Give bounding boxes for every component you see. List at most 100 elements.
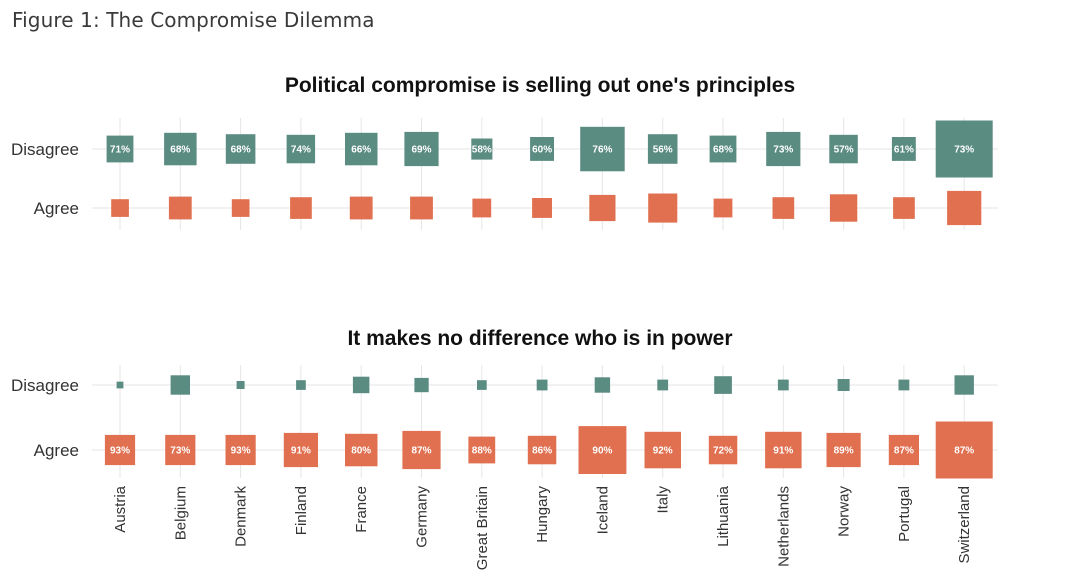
category-label-great-britain: Great Britain: [474, 486, 491, 570]
disagree-marker-italy: [657, 379, 669, 391]
value-label-france: 80%: [351, 446, 371, 457]
value-label-switzerland: 73%: [954, 145, 974, 156]
agree-marker-belgium: [168, 196, 192, 220]
value-label-italy: 56%: [653, 145, 673, 156]
agree-marker-switzerland: [947, 190, 982, 226]
value-label-lithuania: 68%: [713, 145, 733, 156]
category-label-netherlands: Netherlands: [775, 486, 792, 567]
value-label-netherlands: 91%: [773, 446, 793, 457]
disagree-marker-portugal: [891, 137, 916, 161]
agree-marker-italy: [648, 193, 678, 223]
value-label-italy: 92%: [653, 446, 673, 457]
disagree-marker-finland: [286, 134, 316, 164]
category-label-germany: Germany: [414, 486, 431, 548]
disagree-marker-belgium: [170, 375, 190, 395]
value-label-great-britain: 88%: [472, 446, 492, 457]
agree-marker-belgium: [165, 434, 196, 466]
agree-marker-france: [349, 196, 373, 220]
disagree-marker-france: [345, 132, 378, 166]
value-label-norway: 89%: [834, 446, 854, 457]
agree-marker-france: [345, 433, 378, 467]
value-label-france: 66%: [351, 145, 371, 156]
category-label-italy: Italy: [655, 486, 672, 514]
agree-marker-finland: [283, 432, 318, 468]
disagree-marker-belgium: [164, 132, 197, 166]
disagree-marker-netherlands: [766, 131, 801, 167]
agree-marker-iceland: [589, 194, 616, 222]
value-label-denmark: 68%: [231, 145, 251, 156]
disagree-marker-netherlands: [777, 379, 789, 391]
value-label-netherlands: 73%: [773, 145, 793, 156]
disagree-marker-denmark: [236, 381, 245, 389]
agree-marker-switzerland: [935, 421, 993, 479]
agree-marker-austria: [111, 199, 129, 217]
value-label-iceland: 76%: [592, 145, 612, 156]
disagree-marker-iceland: [594, 377, 611, 393]
category-label-switzerland: Switzerland: [956, 486, 973, 564]
category-label-france: France: [353, 486, 370, 533]
row-label-agree: Agree: [34, 441, 79, 460]
agree-marker-netherlands: [772, 197, 795, 219]
disagree-marker-portugal: [898, 379, 910, 391]
value-label-hungary: 86%: [532, 446, 552, 457]
agree-marker-germany: [410, 196, 433, 220]
panel-title: It makes no difference who is in power: [347, 327, 732, 350]
value-label-great-britain: 58%: [472, 145, 492, 156]
disagree-marker-norway: [829, 134, 858, 164]
category-label-hungary: Hungary: [534, 486, 551, 543]
value-label-lithuania: 72%: [713, 446, 733, 457]
disagree-marker-norway: [837, 379, 850, 391]
row-label-agree: Agree: [34, 199, 79, 218]
value-label-austria: 71%: [110, 145, 130, 156]
agree-marker-italy: [644, 431, 681, 469]
category-label-austria: Austria: [112, 485, 129, 532]
agree-marker-germany: [402, 430, 441, 470]
value-label-iceland: 90%: [592, 446, 612, 457]
agree-marker-austria: [104, 434, 136, 466]
value-label-finland: 74%: [291, 145, 311, 156]
value-label-germany: 69%: [411, 145, 431, 156]
category-label-norway: Norway: [836, 486, 853, 537]
value-label-austria: 93%: [110, 446, 130, 457]
agree-marker-lithuania: [713, 198, 733, 218]
agree-marker-portugal: [888, 434, 919, 466]
value-label-switzerland: 87%: [954, 446, 974, 457]
agree-marker-netherlands: [765, 431, 802, 469]
row-label-disagree: Disagree: [11, 140, 79, 159]
agree-marker-norway: [826, 432, 861, 468]
disagree-marker-switzerland: [935, 120, 993, 178]
value-label-portugal: 61%: [894, 145, 914, 156]
agree-marker-finland: [290, 197, 312, 219]
value-label-denmark: 93%: [231, 446, 251, 457]
disagree-marker-austria: [116, 381, 124, 389]
figure-title: Figure 1: The Compromise Dilemma: [12, 8, 375, 32]
category-label-iceland: Iceland: [594, 486, 611, 534]
panel-title: Political compromise is selling out one'…: [285, 74, 795, 97]
category-label-denmark: Denmark: [233, 486, 250, 547]
value-label-hungary: 60%: [532, 145, 552, 156]
disagree-marker-austria: [106, 135, 134, 163]
disagree-marker-italy: [647, 134, 678, 164]
agree-marker-portugal: [893, 197, 915, 219]
agree-marker-great-britain: [472, 198, 492, 218]
agree-marker-hungary: [532, 198, 552, 218]
agree-marker-lithuania: [708, 435, 738, 465]
category-label-belgium: Belgium: [172, 486, 189, 540]
disagree-marker-hungary: [530, 137, 554, 161]
agree-marker-great-britain: [468, 436, 496, 464]
agree-marker-norway: [829, 194, 858, 222]
value-label-finland: 91%: [291, 446, 311, 457]
disagree-marker-lithuania: [714, 376, 732, 394]
value-label-portugal: 87%: [894, 446, 914, 457]
disagree-marker-hungary: [536, 379, 548, 391]
disagree-marker-great-britain: [477, 380, 487, 390]
disagree-marker-france: [352, 376, 370, 394]
category-label-finland: Finland: [293, 486, 310, 535]
agree-marker-denmark: [225, 434, 256, 466]
disagree-marker-switzerland: [954, 375, 974, 395]
agree-marker-denmark: [231, 199, 250, 217]
row-label-disagree: Disagree: [11, 376, 79, 395]
category-label-portugal: Portugal: [896, 486, 913, 542]
disagree-marker-finland: [296, 380, 306, 390]
